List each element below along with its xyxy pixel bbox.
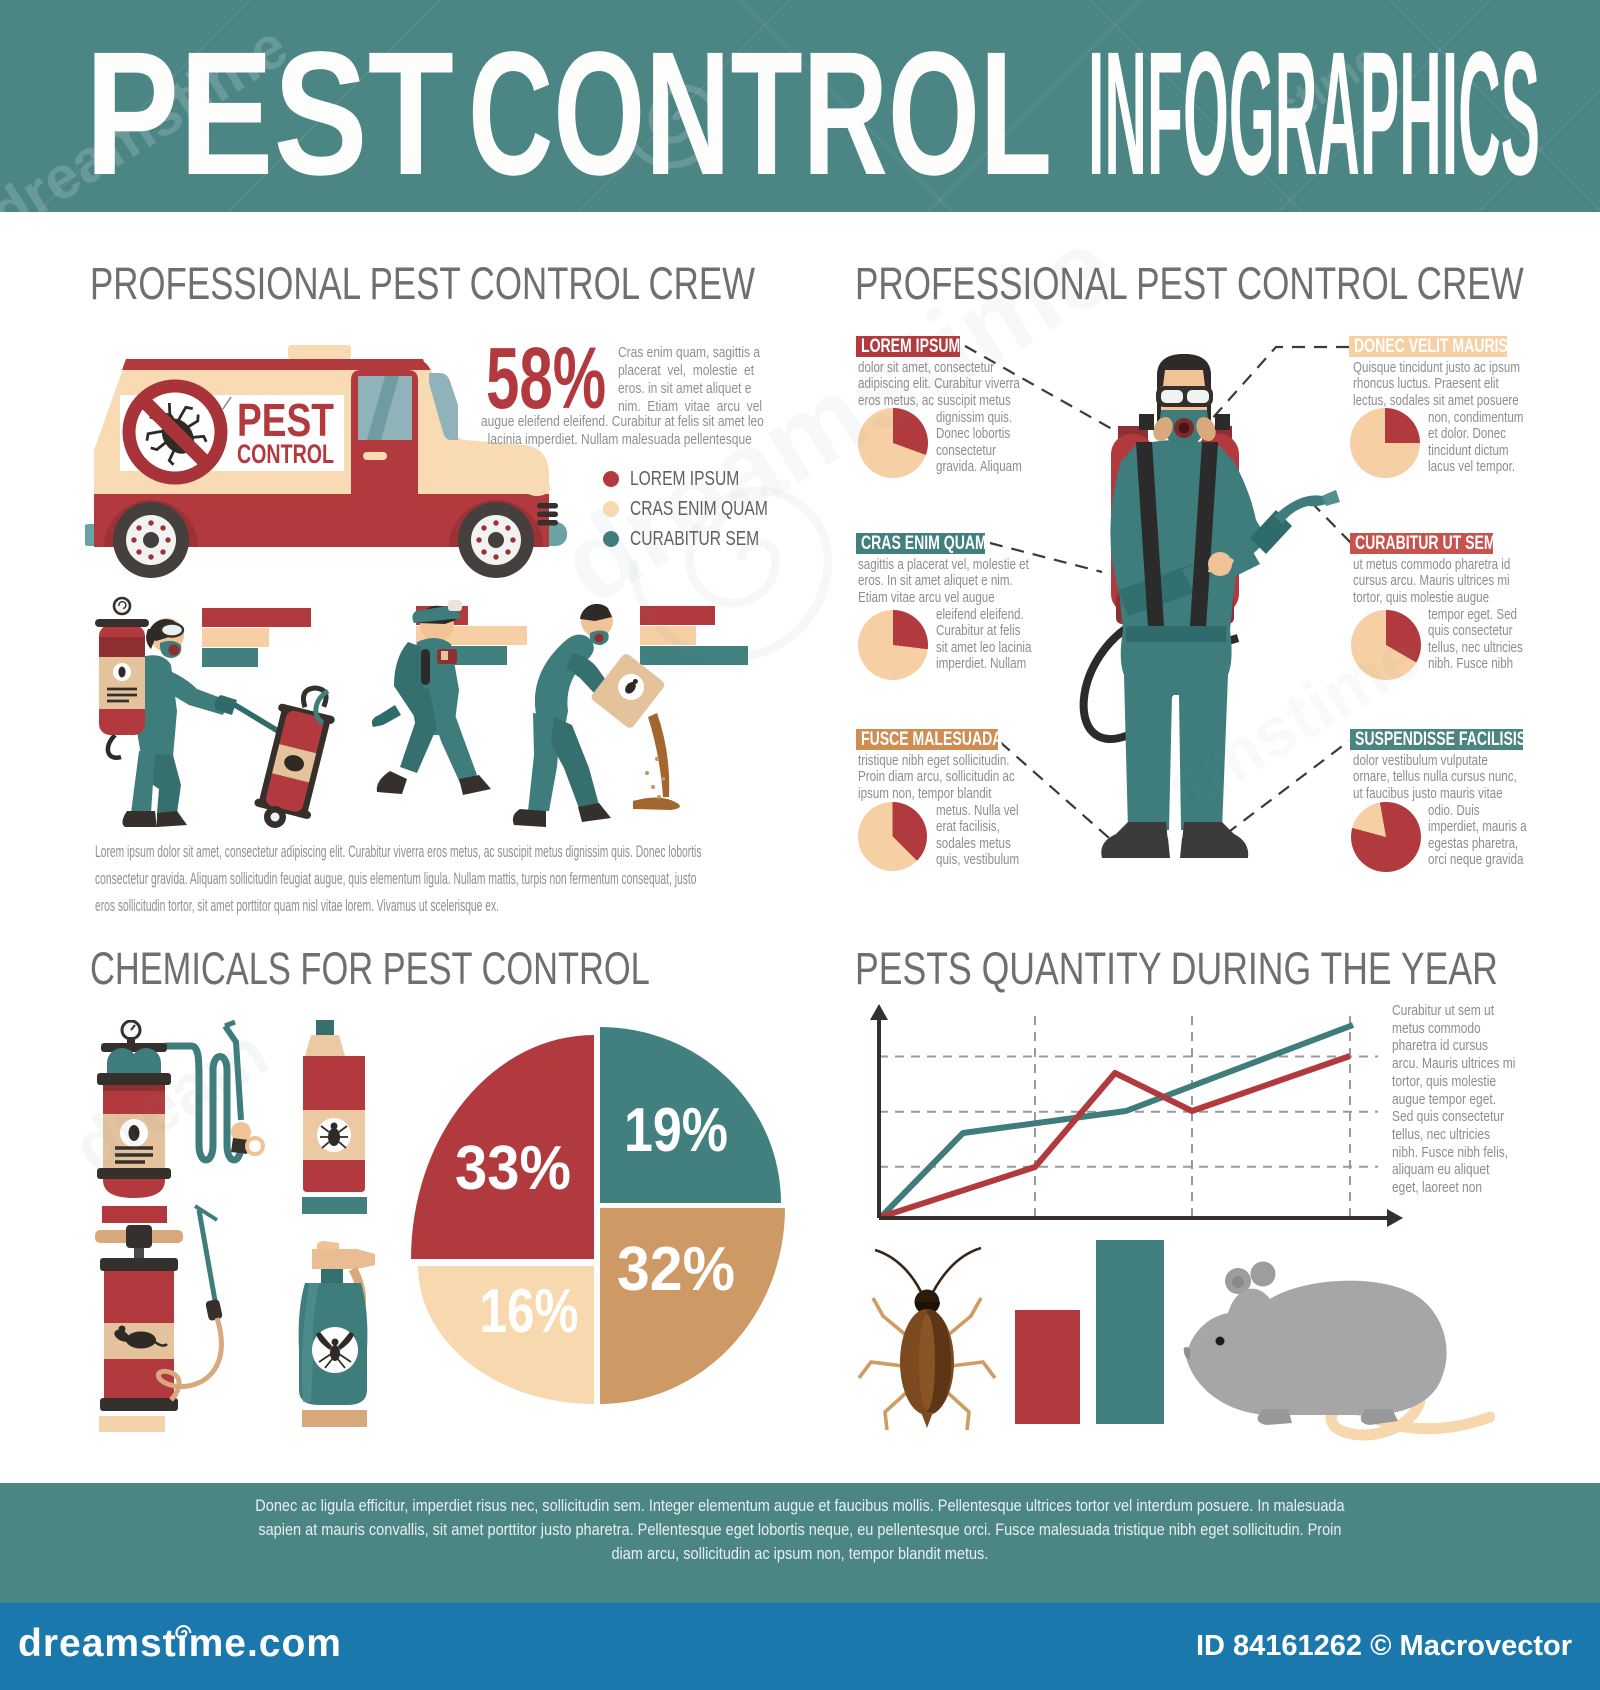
svg-text:32%: 32% [617, 1235, 735, 1304]
svg-text:16%: 16% [480, 1277, 579, 1346]
svg-text:19%: 19% [624, 1096, 728, 1165]
svg-text:33%: 33% [455, 1134, 571, 1203]
svg-text:PEST: PEST [237, 394, 334, 446]
svg-text:CONTROL: CONTROL [237, 439, 334, 469]
